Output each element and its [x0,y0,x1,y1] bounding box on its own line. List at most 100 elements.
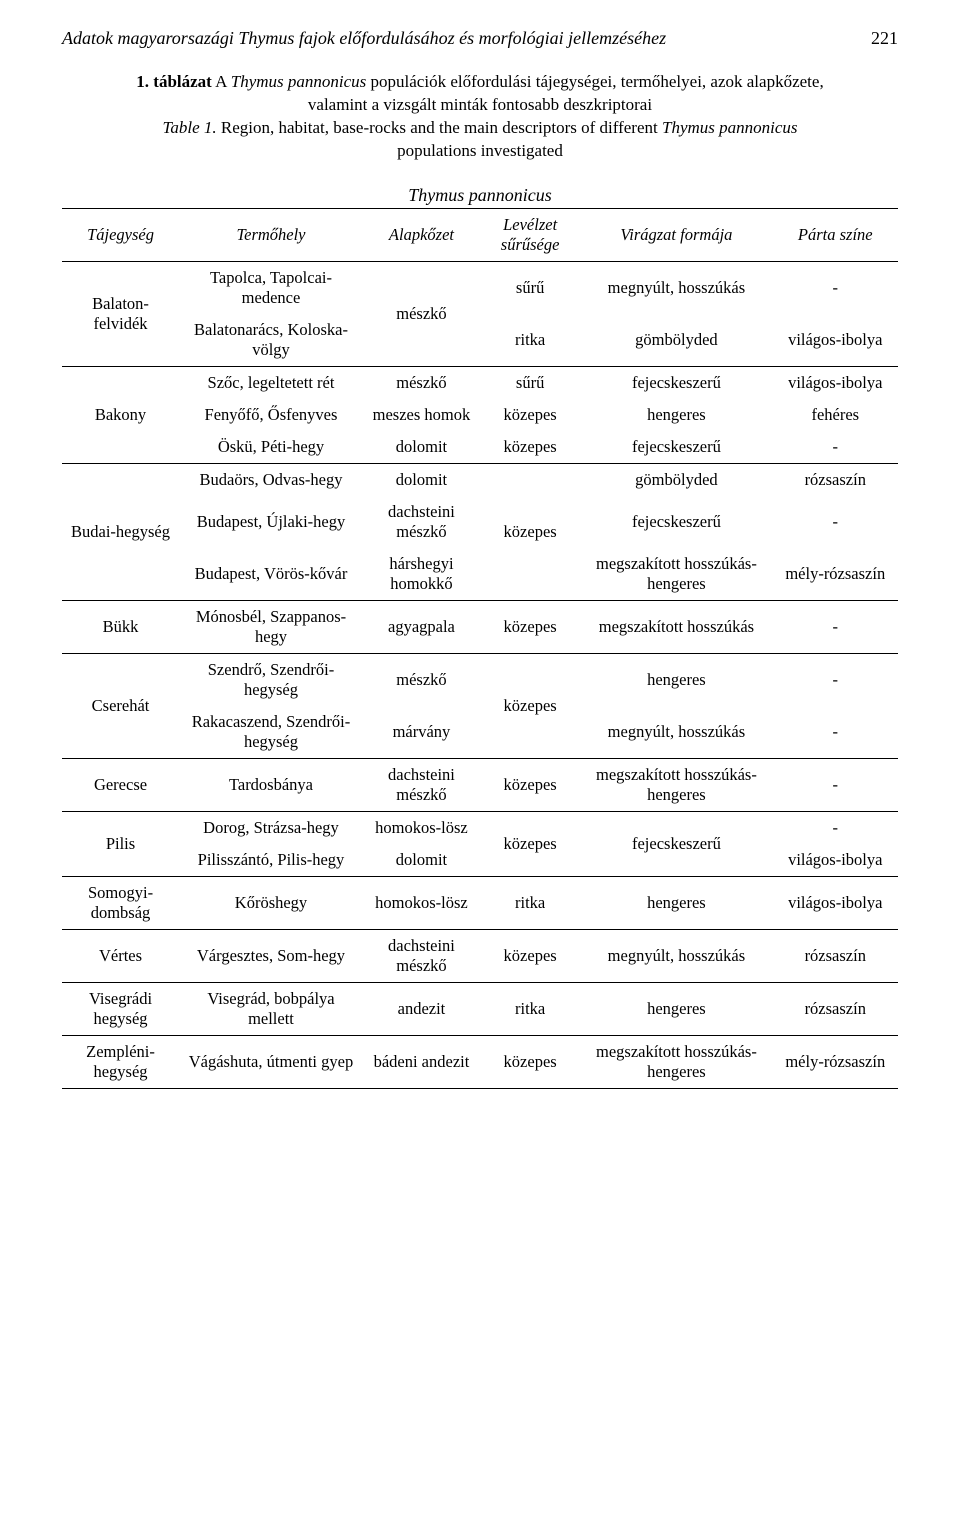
table-row: BakonySzőc, legeltetett rétmészkősűrűfej… [62,366,898,399]
table-row: Somogyi-dombságKőröshegyhomokos-löszritk… [62,876,898,929]
running-title: Adatok magyarorsazági Thymus fajok előfo… [62,28,666,49]
table-row: GerecseTardosbányadachsteini mészkőközep… [62,758,898,811]
table-row: Öskü, Péti-hegydolomitközepesfejecskesze… [62,431,898,464]
cell-locality: Budapest, Újlaki-hegy [179,496,363,548]
cell-color: - [773,706,898,759]
cell-rock: mészkő [363,653,480,706]
table-row: Budai-hegységBudaörs, Odvas-hegydolomitk… [62,463,898,496]
cell-rock: márvány [363,706,480,759]
caption-text-4: populations investigated [397,141,563,160]
cell-color: rózsaszín [773,463,898,496]
table-row: Zempléni-hegységVágáshuta, útmenti gyepb… [62,1035,898,1088]
header-locality: Termőhely [179,208,363,261]
caption-text-3a: Region, habitat, base-rocks and the main… [217,118,662,137]
cell-inflor: hengeres [580,876,772,929]
cell-inflor: megnyúlt, hosszúkás [580,261,772,314]
cell-region: Cserehát [62,653,179,758]
cell-locality: Balatonarács, Koloska-völgy [179,314,363,367]
cell-inflor: megszakított hosszúkás-hengeres [580,1035,772,1088]
cell-inflor: fejecskeszerű [580,366,772,399]
table-title-row: Thymus pannonicus [62,181,898,209]
cell-leaf: sűrű [480,261,580,314]
cell-color: - [773,261,898,314]
cell-region: Balaton-felvidék [62,261,179,366]
cell-locality: Szőc, legeltetett rét [179,366,363,399]
table-title: Thymus pannonicus [62,181,898,209]
cell-inflor: fejecskeszerű [580,811,772,876]
cell-color: - [773,653,898,706]
cell-locality: Kőröshegy [179,876,363,929]
cell-locality: Dorog, Strázsa-hegy [179,811,363,844]
cell-rock: homokos-lösz [363,811,480,844]
caption-text-1b: populációk előfordulási tájegységei, ter… [366,72,823,91]
cell-leaf: közepes [480,431,580,464]
caption-text-1a: A [212,72,231,91]
cell-inflor: megszakított hosszúkás [580,600,772,653]
cell-rock: dachsteini mészkő [363,929,480,982]
table-row: CserehátSzendrő, Szendrői-hegységmészkők… [62,653,898,706]
cell-inflor: fejecskeszerű [580,496,772,548]
cell-inflor: fejecskeszerű [580,431,772,464]
cell-locality: Öskü, Péti-hegy [179,431,363,464]
running-head: Adatok magyarorsazági Thymus fajok előfo… [62,28,898,49]
cell-rock: bádeni andezit [363,1035,480,1088]
cell-locality: Szendrő, Szendrői-hegység [179,653,363,706]
header-inflor: Virágzat formája [580,208,772,261]
cell-color: rózsaszín [773,929,898,982]
cell-region: Vértes [62,929,179,982]
cell-region: Somogyi-dombság [62,876,179,929]
cell-leaf: közepes [480,1035,580,1088]
cell-leaf: ritka [480,982,580,1035]
cell-rock: dachsteini mészkő [363,496,480,548]
cell-locality: Várgesztes, Som-hegy [179,929,363,982]
cell-rock: dachsteini mészkő [363,758,480,811]
table-row: PilisDorog, Strázsa-hegyhomokos-löszköze… [62,811,898,844]
cell-leaf: közepes [480,929,580,982]
cell-inflor: megnyúlt, hosszúkás [580,706,772,759]
cell-color: világos-ibolya [773,844,898,877]
cell-region: Zempléni-hegység [62,1035,179,1088]
cell-leaf: ritka [480,876,580,929]
cell-locality: Rakacaszend, Szendrői-hegység [179,706,363,759]
cell-rock: agyagpala [363,600,480,653]
cell-rock: hárshegyi homokkő [363,548,480,601]
caption-text-2: valamint a vizsgált minták fontosabb des… [308,95,652,114]
cell-leaf: közepes [480,463,580,600]
cell-inflor: hengeres [580,653,772,706]
cell-locality: Tardosbánya [179,758,363,811]
cell-leaf: közepes [480,600,580,653]
page-container: Adatok magyarorsazági Thymus fajok előfo… [0,0,960,1538]
caption-species-hu: Thymus pannonicus [231,72,367,91]
cell-rock: mészkő [363,366,480,399]
cell-rock: dolomit [363,844,480,877]
cell-locality: Fenyőfő, Ősfenyves [179,399,363,431]
cell-color: fehéres [773,399,898,431]
cell-color: világos-ibolya [773,314,898,367]
cell-region: Pilis [62,811,179,876]
cell-rock: mészkő [363,261,480,366]
cell-rock: homokos-lösz [363,876,480,929]
data-table: Thymus pannonicus Tájegység Termőhely Al… [62,181,898,1089]
header-color: Párta színe [773,208,898,261]
cell-rock: meszes homok [363,399,480,431]
cell-leaf: közepes [480,653,580,758]
cell-leaf: közepes [480,811,580,876]
cell-color: rózsaszín [773,982,898,1035]
cell-leaf: sűrű [480,366,580,399]
table-row: Balatonarács, Koloska-völgy ritkagömbölyd… [62,314,898,367]
table-caption: 1. táblázat A Thymus pannonicus populáci… [100,71,860,163]
cell-leaf: közepes [480,758,580,811]
table-row: Balaton-felvidékTapolca, Tapolcai-medenc… [62,261,898,314]
cell-color: - [773,811,898,844]
cell-color: mély-rózsaszín [773,1035,898,1088]
cell-leaf: közepes [480,399,580,431]
table-row: Visegrádi hegységVisegrád, bobpálya mell… [62,982,898,1035]
cell-locality: Budapest, Vörös-kővár [179,548,363,601]
cell-color: - [773,600,898,653]
cell-color: - [773,758,898,811]
cell-inflor: megszakított hosszúkás-hengeres [580,758,772,811]
cell-inflor: gömbölyded [580,314,772,367]
cell-rock: dolomit [363,463,480,496]
cell-color: világos-ibolya [773,876,898,929]
cell-leaf: ritka [480,314,580,367]
